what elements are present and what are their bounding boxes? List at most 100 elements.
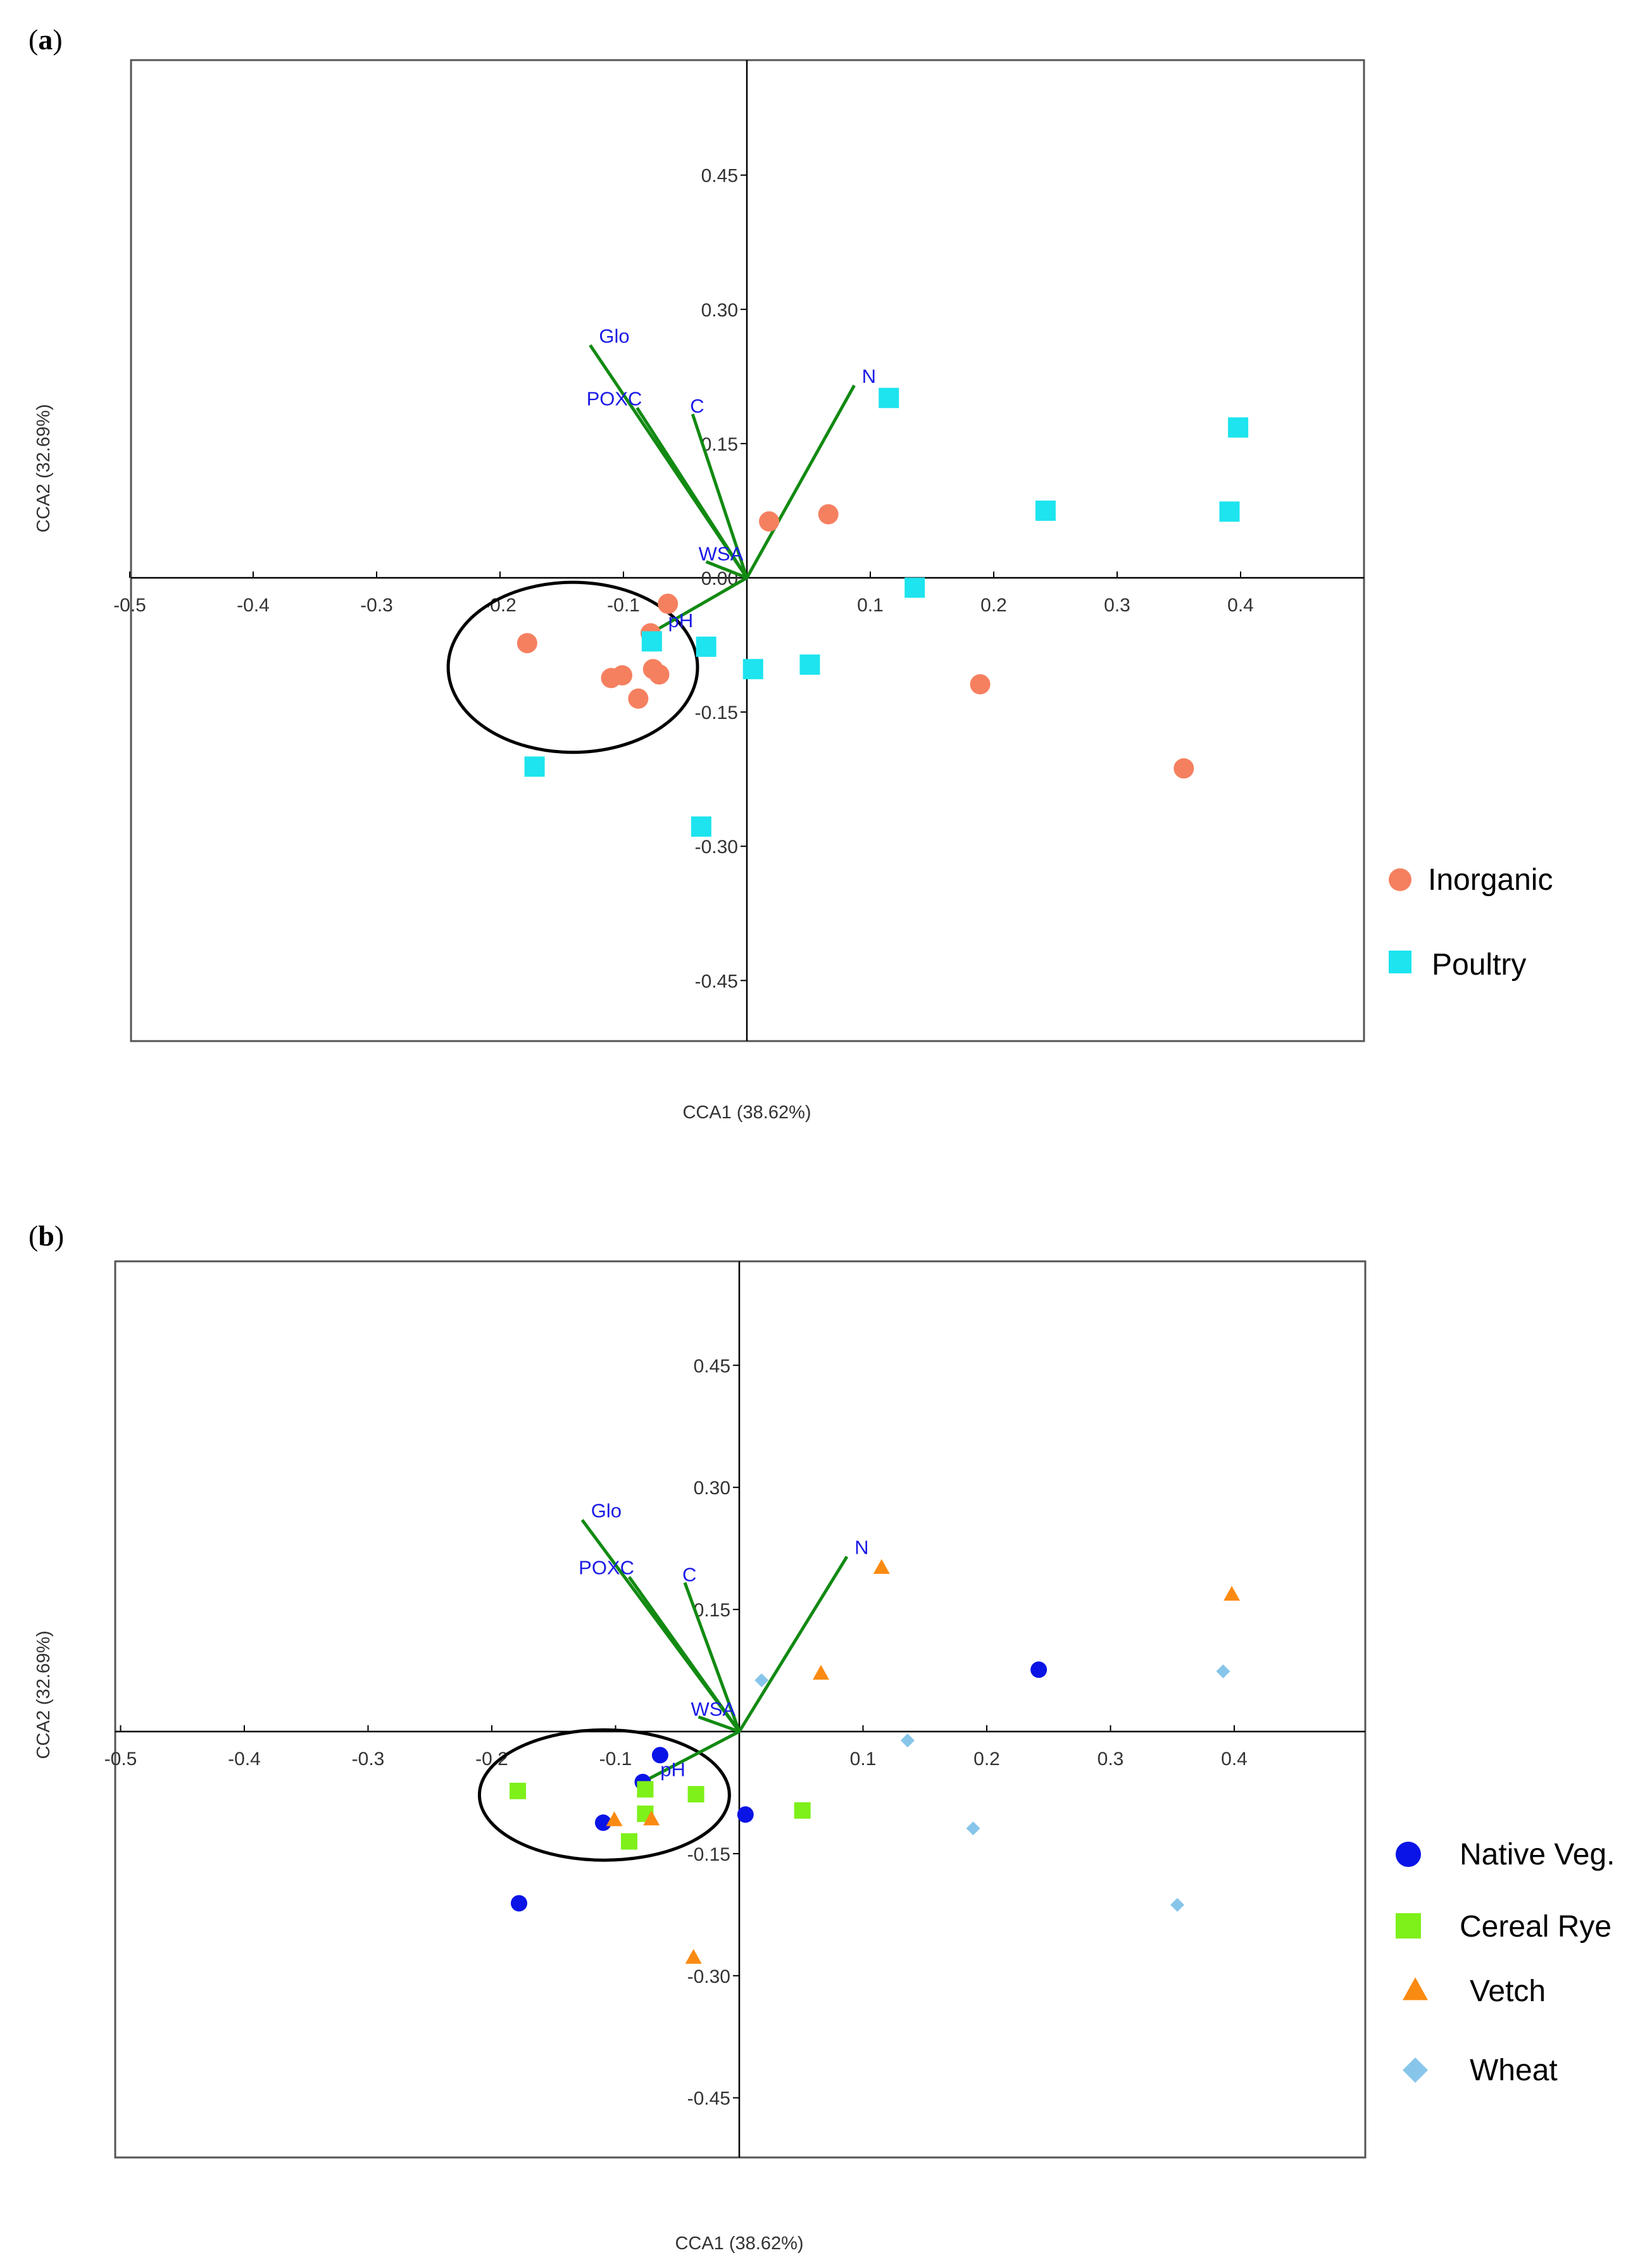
point-inorganic xyxy=(759,511,780,532)
x-tick-label: -0.1 xyxy=(599,1749,632,1770)
vector-label-ph: pH xyxy=(660,1759,685,1781)
point-poultry xyxy=(641,631,662,652)
point-inorganic xyxy=(1173,758,1194,779)
vector-label-glo: Glo xyxy=(599,325,629,347)
point-wheat xyxy=(754,1673,769,1687)
legend-label: Wheat xyxy=(1470,2054,1558,2087)
legend-label: Vetch xyxy=(1470,1975,1546,2008)
point-wheat xyxy=(966,1821,980,1836)
legend-label: Inorganic xyxy=(1428,863,1553,897)
legend-label: Native Veg. xyxy=(1460,1838,1615,1871)
vector-label-n: N xyxy=(854,1537,868,1559)
panel-letter: a xyxy=(38,23,53,56)
point-wheat xyxy=(900,1733,915,1748)
point-native-veg- xyxy=(1030,1661,1048,1678)
point-vetch xyxy=(606,1811,623,1826)
legend-marker-2 xyxy=(1403,1977,1428,2001)
legend-label: Cereal Rye xyxy=(1460,1910,1611,1944)
x-tick-label: -0.4 xyxy=(228,1749,261,1770)
x-tick-label: -0.4 xyxy=(237,595,270,616)
panel-label: (a) xyxy=(28,23,63,56)
x-tick-label: -0.1 xyxy=(607,595,640,616)
point-native-veg- xyxy=(737,1806,754,1823)
y-tick-label: 0.30 xyxy=(701,300,738,321)
legend-marker-1 xyxy=(1396,1913,1421,1938)
point-cereal-rye xyxy=(687,1786,704,1803)
x-axis-label: CCA1 (38.62%) xyxy=(675,2233,803,2254)
vector-ph xyxy=(656,576,748,632)
y-tick-label: 0.30 xyxy=(694,1478,730,1499)
plot-frame xyxy=(114,1260,1367,2159)
point-native-veg- xyxy=(511,1895,528,1912)
point-poultry xyxy=(691,816,711,837)
point-poultry xyxy=(742,659,763,680)
point-vetch xyxy=(685,1949,702,1964)
vector-label-ph: pH xyxy=(668,609,694,632)
point-inorganic xyxy=(970,674,991,695)
point-poultry xyxy=(1035,500,1056,521)
legend-marker-1 xyxy=(1389,951,1411,973)
x-tick-label: 0.1 xyxy=(850,1749,877,1770)
legend-marker-0 xyxy=(1389,868,1411,891)
vector-c xyxy=(683,1582,741,1732)
point-cereal-rye xyxy=(621,1833,638,1850)
vector-wsa xyxy=(698,1715,740,1733)
point-poultry xyxy=(696,636,716,657)
point-wheat xyxy=(1170,1897,1185,1912)
vector-label-wsa: WSA xyxy=(691,1698,735,1720)
x-tick-label: -0.3 xyxy=(352,1749,385,1770)
grouping-ellipse xyxy=(477,1728,731,1862)
y-tick-label: 0.15 xyxy=(701,434,738,455)
point-inorganic xyxy=(658,594,679,615)
legend-label: Poultry xyxy=(1432,948,1526,982)
x-tick-label: 0.3 xyxy=(1104,595,1130,616)
point-inorganic xyxy=(649,664,670,685)
vector-label-glo: Glo xyxy=(591,1500,622,1522)
point-poultry xyxy=(879,387,899,408)
point-inorganic xyxy=(516,633,537,654)
panel-label: (b) xyxy=(28,1220,64,1252)
vector-label-poxc: POXC xyxy=(579,1557,634,1579)
vector-n xyxy=(745,384,856,579)
legend-marker-3 xyxy=(1403,2057,1428,2083)
vector-poxc xyxy=(627,1576,741,1733)
y-tick-label: 0.45 xyxy=(694,1356,730,1377)
x-tick-label: 0.1 xyxy=(857,595,884,616)
vector-c xyxy=(691,413,749,578)
y-tick-label: -0.30 xyxy=(687,1966,730,1987)
vector-label-c: C xyxy=(690,395,704,417)
point-wheat xyxy=(1216,1664,1230,1678)
point-inorganic xyxy=(818,504,839,525)
y-tick-label: -0.15 xyxy=(695,702,738,723)
vector-n xyxy=(737,1556,849,1733)
y-tick-label: 0.45 xyxy=(701,166,738,187)
y-tick-label: 0.15 xyxy=(694,1600,730,1621)
chart-a: (a)-0.5 -0.4 -0.3 -0.2 -0.1 0.1 0.2 0.3 0.40.450… xyxy=(28,23,1553,1123)
y-axis-label: CCA2 (32.69%) xyxy=(34,1630,54,1759)
vector-poxc xyxy=(635,406,749,579)
x-tick-label: -0.3 xyxy=(360,595,393,616)
point-vetch xyxy=(873,1559,890,1574)
y-tick-label: -0.15 xyxy=(687,1844,730,1865)
point-poultry xyxy=(1219,501,1240,522)
vector-ph xyxy=(648,1730,741,1780)
point-inorganic xyxy=(601,668,622,689)
vector-label-c: C xyxy=(682,1564,696,1586)
x-tick-label: 0.3 xyxy=(1098,1749,1124,1770)
point-poultry xyxy=(1228,417,1249,438)
y-tick-label: -0.45 xyxy=(695,971,738,992)
point-vetch xyxy=(1223,1585,1241,1601)
panel-letter: b xyxy=(38,1220,54,1252)
x-tick-label: -0.5 xyxy=(104,1749,137,1770)
grouping-ellipse xyxy=(446,580,699,754)
point-native-veg- xyxy=(594,1814,611,1832)
point-vetch xyxy=(643,1810,660,1826)
x-axis-label: CCA1 (38.62%) xyxy=(682,1102,811,1123)
point-cereal-rye xyxy=(794,1802,811,1819)
chart-b: (b)-0.5 -0.4 -0.3 -0.2 -0.1 0.1 0.2 0.3 0.40.450… xyxy=(28,1220,1615,2254)
point-poultry xyxy=(904,577,925,598)
x-tick-label: 0.4 xyxy=(1221,1749,1248,1770)
y-tick-label: -0.30 xyxy=(695,837,738,858)
y-tick-label: -0.45 xyxy=(687,2088,730,2109)
x-tick-label: -0.5 xyxy=(113,595,146,616)
